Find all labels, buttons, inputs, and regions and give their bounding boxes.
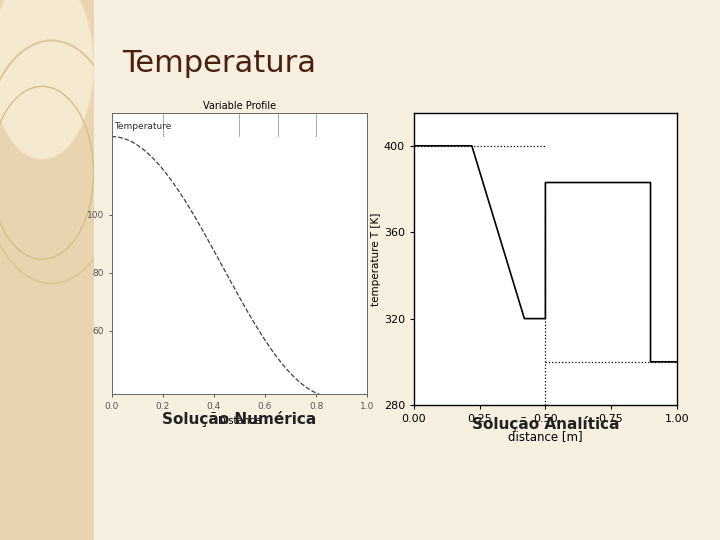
Text: Solução Analítica: Solução Analítica (472, 416, 619, 433)
X-axis label: distance [m]: distance [m] (508, 430, 582, 443)
Y-axis label: temperature T [K]: temperature T [K] (371, 213, 381, 306)
Text: Temperature: Temperature (114, 122, 171, 131)
Title: Variable Profile: Variable Profile (203, 101, 276, 111)
Ellipse shape (0, 0, 94, 159)
X-axis label: Distance: Distance (218, 416, 261, 427)
Text: Temperatura: Temperatura (122, 49, 316, 78)
Text: Solução Numérica: Solução Numérica (162, 411, 317, 427)
